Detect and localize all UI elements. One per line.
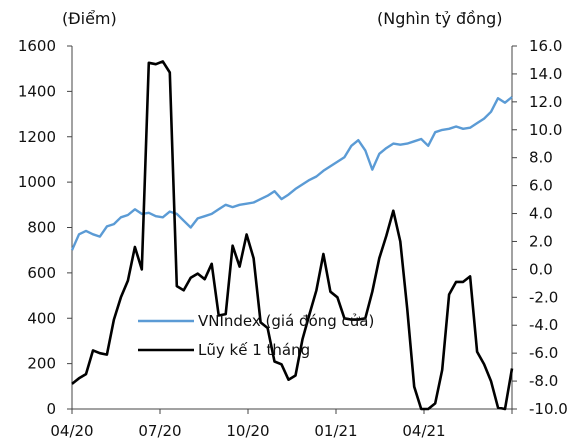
x-axis-ticks: 04/20 07/20 10/20 01/21 04/21 [50,409,513,440]
left-tick-label: 800 [27,219,56,237]
x-tick-label: 07/20 [138,422,181,440]
x-tick-label: 01/21 [314,422,357,440]
left-tick-label: 1400 [18,82,56,100]
right-tick-label: 0.0 [529,260,553,278]
right-tick-label: 6.0 [529,177,553,195]
left-axis-unit: (Điểm) [62,9,117,28]
legend: VNIndex (giá đóng cửa) Lũy kế 1 tháng [138,312,374,359]
right-tick-label: 2.0 [529,232,553,250]
right-tick-label: 10.0 [529,121,562,139]
right-tick-label: -10.0 [529,400,568,418]
right-tick-label: -4.0 [529,316,558,334]
right-tick-label: -6.0 [529,344,558,362]
left-axis-ticks: 0 200 400 600 800 1000 1200 1400 1600 [18,37,72,418]
series-line-luy-ke [71,60,514,411]
right-tick-label: -8.0 [529,372,558,390]
x-tick-label: 04/20 [50,422,93,440]
right-tick-label: 4.0 [529,205,553,223]
right-tick-label: 14.0 [529,65,562,83]
series-layer [70,60,514,411]
left-tick-label: 200 [27,355,56,373]
left-tick-label: 1200 [18,128,56,146]
legend-label-vnindex: VNIndex (giá đóng cửa) [198,312,374,330]
right-axis-ticks: -10.0 -8.0 -6.0 -4.0 -2.0 0.0 2.0 4.0 6.0 8.0 10.0… [512,37,568,418]
right-tick-label: 16.0 [529,37,562,55]
right-tick-label: 8.0 [529,149,553,167]
left-tick-label: 0 [46,400,56,418]
left-tick-label: 1000 [18,173,56,191]
right-tick-label: -2.0 [529,288,558,306]
x-tick-label: 10/20 [226,422,269,440]
left-tick-label: 600 [27,264,56,282]
left-tick-label: 1600 [18,37,56,55]
right-axis-unit: (Nghìn tỷ đồng) [377,9,503,28]
series-line-vnindex [70,96,513,251]
left-tick-label: 400 [27,309,56,327]
right-tick-label: 12.0 [529,93,562,111]
x-tick-label: 04/21 [402,422,445,440]
legend-label-luy-ke: Lũy kế 1 tháng [198,341,310,359]
